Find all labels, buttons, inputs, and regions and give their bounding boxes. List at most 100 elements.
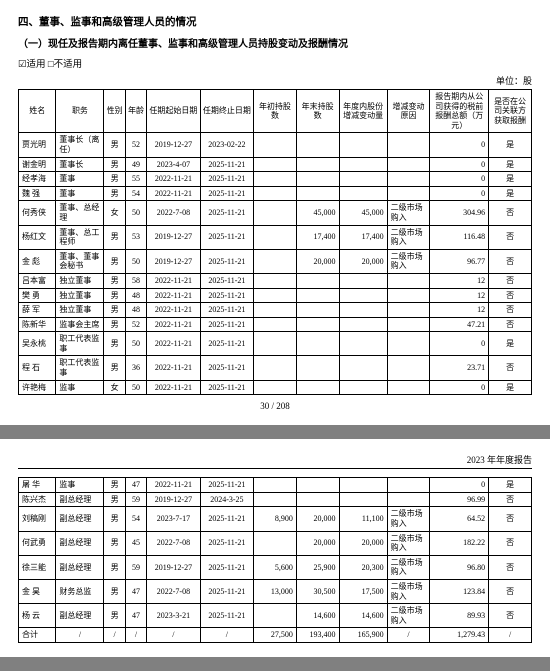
table-row: 吴永桃职工代表监事男502022-11-212025-11-210是 (19, 332, 532, 356)
table-cell: / (125, 628, 146, 643)
table-cell: / (200, 628, 253, 643)
table-cell: 吴永桃 (19, 332, 56, 356)
table-cell (254, 604, 297, 628)
table-cell: 是 (489, 380, 532, 395)
personnel-table-1: 姓名职务性别年龄任期起始日期任期终止日期年初持股数年末持股数年度内股份增减变动量… (18, 89, 532, 395)
table-cell: 否 (489, 317, 532, 332)
table-cell: 董事长（离任） (56, 133, 104, 157)
table-cell: 45,000 (296, 201, 339, 225)
table-cell: 50 (125, 249, 146, 273)
table-cell: 否 (489, 225, 532, 249)
table-cell: 47 (125, 604, 146, 628)
sub-heading: （一）现任及报告期内离任董事、监事和高级管理人员持股变动及报酬情况 (18, 35, 532, 50)
table-cell: 50 (125, 332, 146, 356)
table-cell: 屠 华 (19, 478, 56, 493)
table-cell: 财务总监 (56, 580, 104, 604)
table-cell: 是 (489, 332, 532, 356)
table-cell: 47.21 (430, 317, 489, 332)
table-cell: 20,000 (339, 531, 387, 555)
table-cell: 许艳梅 (19, 380, 56, 395)
table-cell: 女 (104, 201, 125, 225)
table-cell: 96.99 (430, 492, 489, 507)
column-header: 性别 (104, 90, 125, 133)
table-cell (387, 172, 430, 187)
table-cell (387, 492, 430, 507)
table-cell: 49 (125, 157, 146, 172)
table-cell: 17,500 (339, 580, 387, 604)
table-cell: 54 (125, 186, 146, 201)
table-cell: 吕本富 (19, 273, 56, 288)
table-cell: 11,100 (339, 507, 387, 531)
table-cell: 12 (430, 273, 489, 288)
table-cell: 20,000 (339, 249, 387, 273)
table-cell: 男 (104, 332, 125, 356)
table-cell: 2025-11-21 (200, 332, 253, 356)
table-cell: 2022-11-21 (147, 186, 200, 201)
table-cell: 36 (125, 356, 146, 380)
column-header: 职务 (56, 90, 104, 133)
table-cell: / (147, 628, 200, 643)
table-cell: 男 (104, 133, 125, 157)
table-cell: 何武勇 (19, 531, 56, 555)
table-cell: 何秀侠 (19, 201, 56, 225)
table-cell: 0 (430, 157, 489, 172)
table-cell: 否 (489, 604, 532, 628)
table-cell: 2025-11-21 (200, 303, 253, 318)
table-row: 陈新华监事会主席男522022-11-212025-11-2147.21否 (19, 317, 532, 332)
table-cell: 58 (125, 273, 146, 288)
table-cell: 魏 强 (19, 186, 56, 201)
table-cell: 杨 云 (19, 604, 56, 628)
table-cell: 53 (125, 225, 146, 249)
table-cell: 193,400 (296, 628, 339, 643)
table-cell: 48 (125, 303, 146, 318)
table-cell: 20,000 (296, 531, 339, 555)
table-cell: 2022-11-21 (147, 356, 200, 380)
table-row: 金 彪董事、董事会秘书男502019-12-272025-11-2120,000… (19, 249, 532, 273)
table-cell: 监事 (56, 478, 104, 493)
table-cell: 男 (104, 273, 125, 288)
table-cell: 是 (489, 478, 532, 493)
table-cell (339, 133, 387, 157)
table-cell (254, 133, 297, 157)
table-cell: 男 (104, 225, 125, 249)
table-cell: 52 (125, 317, 146, 332)
table-cell: 2022-11-21 (147, 303, 200, 318)
table-row: 杨 云副总经理男472023-3-212025-11-2114,60014,60… (19, 604, 532, 628)
table-cell: 副总经理 (56, 492, 104, 507)
table-cell (387, 332, 430, 356)
table-row: 经孝海董事男552022-11-212025-11-210是 (19, 172, 532, 187)
table-row: 何秀侠董事、总经理女502022-7-082025-11-2145,00045,… (19, 201, 532, 225)
table-cell: 董事 (56, 172, 104, 187)
table-row: 徐三能副总经理男592019-12-272025-11-215,60025,90… (19, 555, 532, 579)
report-header: 2023 年年度报告 (18, 453, 532, 469)
table-cell (296, 186, 339, 201)
table-cell (254, 332, 297, 356)
table-cell: 2025-11-21 (200, 478, 253, 493)
table-row: 合计/////27,500193,400165,900/1,279.43/ (19, 628, 532, 643)
table-cell: 男 (104, 555, 125, 579)
table-cell: 董事长 (56, 157, 104, 172)
column-header: 是否在公司关联方获取报酬 (489, 90, 532, 133)
table-row: 陈兴杰副总经理男592019-12-272024-3-2596.99否 (19, 492, 532, 507)
table-cell (296, 172, 339, 187)
table-cell: / (387, 628, 430, 643)
table-cell (296, 157, 339, 172)
table-cell: 金 彪 (19, 249, 56, 273)
table-cell: 20,000 (296, 249, 339, 273)
table-cell: 8,900 (254, 507, 297, 531)
table-cell: / (104, 628, 125, 643)
table-cell: 程 石 (19, 356, 56, 380)
table-cell: 5,600 (254, 555, 297, 579)
table-cell: 否 (489, 531, 532, 555)
table-cell: 董事、董事会秘书 (56, 249, 104, 273)
table-cell: 监事会主席 (56, 317, 104, 332)
table-cell: 二级市场购入 (387, 249, 430, 273)
table-cell: 23.71 (430, 356, 489, 380)
table-cell (254, 157, 297, 172)
table-cell: 123.84 (430, 580, 489, 604)
table-cell: 2025-11-21 (200, 225, 253, 249)
table-cell: 2025-11-21 (200, 172, 253, 187)
table-cell (254, 303, 297, 318)
table-row: 谢金明董事长男492023-4-072025-11-210是 (19, 157, 532, 172)
table-cell: 165,900 (339, 628, 387, 643)
